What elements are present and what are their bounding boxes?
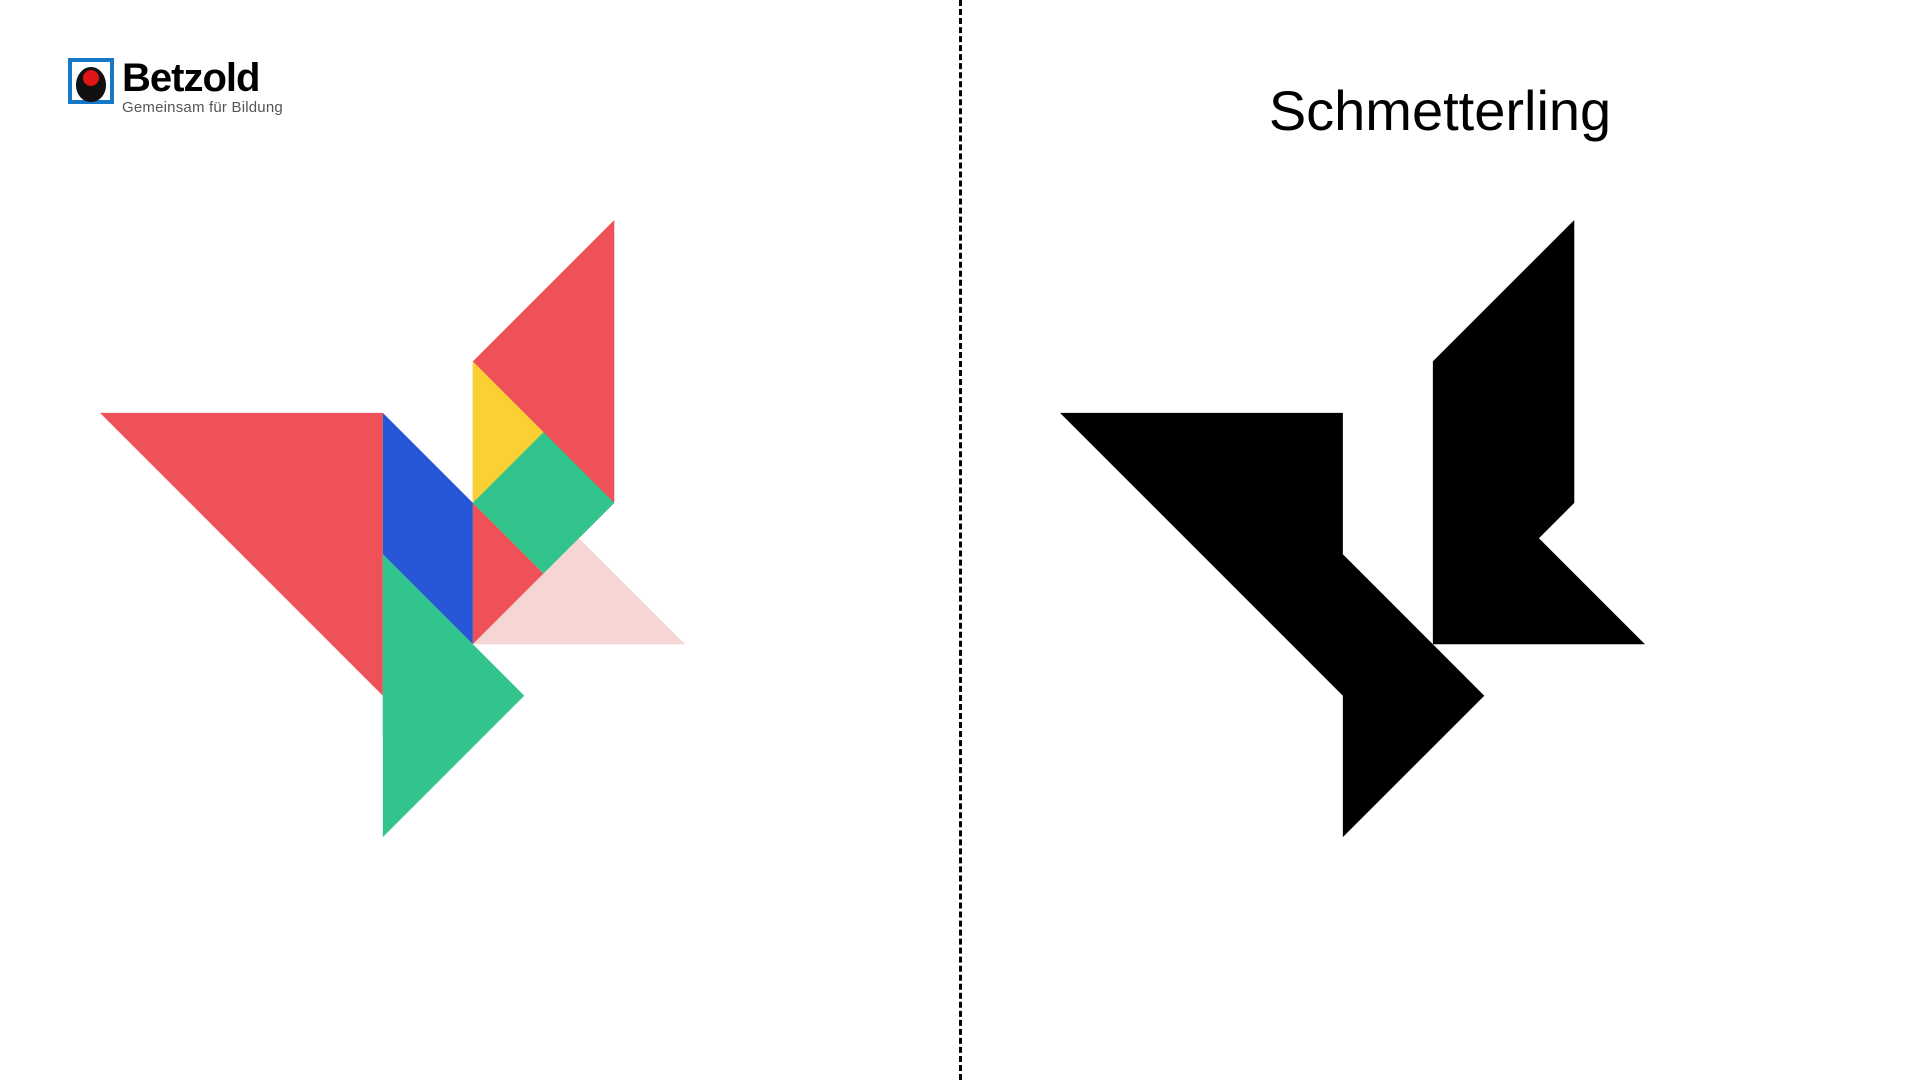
logo-brand-text: Betzold (122, 58, 283, 98)
tangram-piece-large-triangle-left-wing (100, 413, 383, 696)
brand-logo: Betzold Gemeinsam für Bildung (68, 58, 283, 115)
tangram-silhouette-figure (1060, 220, 1780, 940)
worksheet-canvas: Betzold Gemeinsam für Bildung Schmetterl… (0, 0, 1920, 1080)
tangram-colored-figure (100, 220, 820, 940)
tangram-silhouette-outline (1060, 220, 1645, 837)
vertical-divider (959, 0, 962, 1080)
logo-tagline-text: Gemeinsam für Bildung (122, 100, 283, 115)
figure-title: Schmetterling (960, 78, 1920, 143)
logo-mark-icon (68, 58, 114, 104)
